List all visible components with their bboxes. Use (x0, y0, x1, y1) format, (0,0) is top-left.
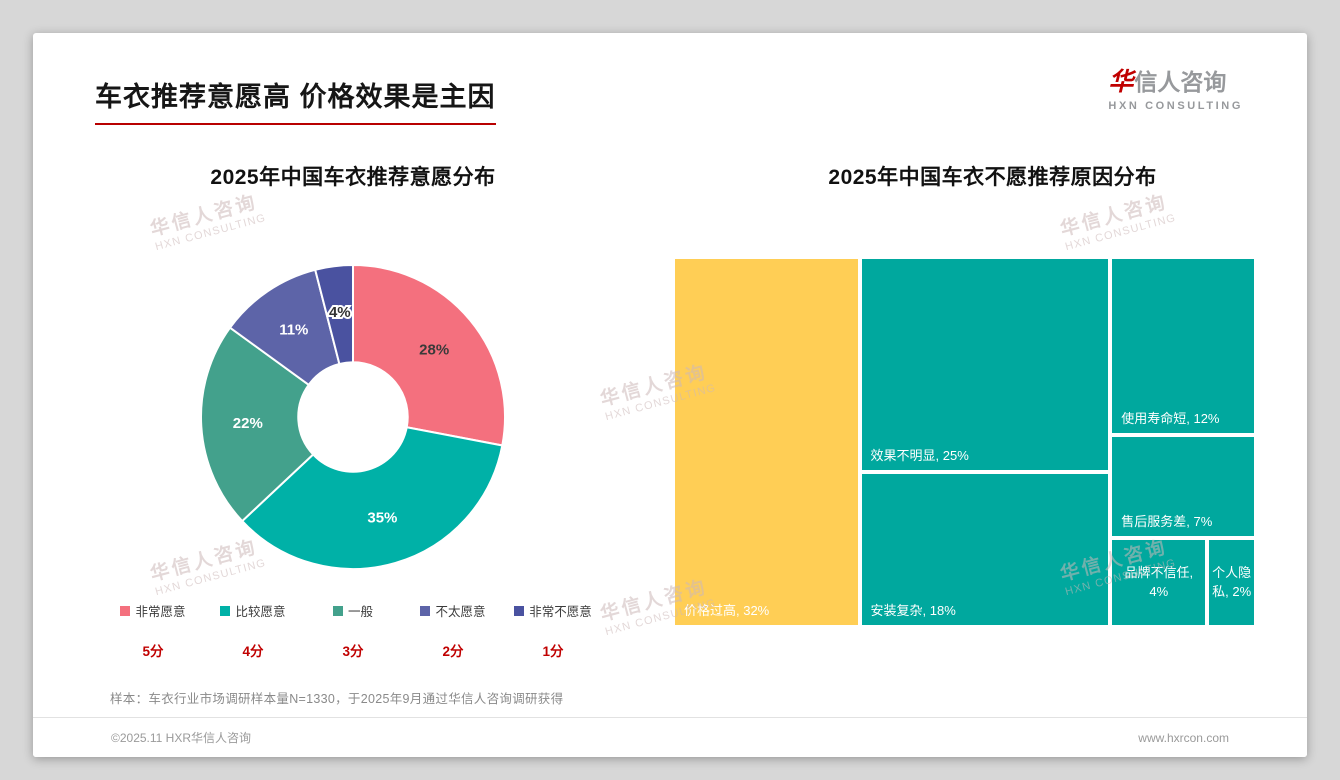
treemap-cell-label: 品牌不信任, 4% (1124, 565, 1194, 599)
donut-segment (313, 263, 354, 366)
brand-logo: 华信人咨询 HXN CONSULTING (1108, 68, 1243, 112)
legend-label: 不太愿意 (435, 605, 486, 619)
donut-segment (200, 326, 315, 523)
treemap-cell-label: 安装复杂, 18% (870, 602, 956, 618)
treemap-section: 2025年中国车衣不愿推荐原因分布 价格过高, 32% 效果不明显, 25% 安装复… (673, 163, 1256, 627)
treemap-cell: 品牌不信任, 4% (1110, 538, 1208, 627)
treemap-cell-label: 售后服务差, 7% (1121, 514, 1213, 530)
legend-column: 比较愿意 4分 (203, 601, 303, 660)
logo-cn-rest: 信人咨询 (1134, 69, 1227, 95)
legend-item: 非常不愿意 (514, 601, 592, 620)
legend-swatch (332, 605, 343, 616)
legend-label: 非常不愿意 (529, 605, 592, 619)
legend-label: 一般 (347, 605, 373, 619)
legend-item: 一般 (332, 601, 373, 620)
donut-segment-label: 35% (367, 510, 397, 527)
legend-item: 不太愿意 (420, 601, 486, 620)
donut-segment-label: 22% (233, 415, 263, 432)
logo-cn: 华信人咨询 (1108, 68, 1243, 97)
report-card: 华信人咨询 HXN CONSULTING 华信人咨询 HXN CONSULTING 华信… (33, 33, 1307, 757)
treemap-cell: 效果不明显, 25% (859, 257, 1111, 473)
donut-segment (240, 426, 504, 570)
legend-score: 2分 (442, 644, 464, 659)
treemap-cell: 价格过高, 32% (673, 257, 860, 627)
donut-chart-title: 2025年中国车衣推荐意愿分布 (210, 166, 496, 189)
legend-label: 非常愿意 (135, 605, 186, 619)
logo-accent-glyph: 华 (1108, 68, 1134, 96)
donut-segment (352, 263, 506, 447)
legend-score: 5分 (142, 644, 164, 659)
legend-column: 一般 3分 (303, 601, 403, 660)
website-text: www.hxrcon.com (1138, 730, 1229, 745)
legend-score: 4分 (242, 644, 264, 659)
legend-column: 非常不愿意 1分 (503, 601, 603, 660)
treemap-cell: 个人隐私, 2% (1207, 538, 1256, 627)
footer-bar: ©2025.11 HXR华信人咨询 www.hxrcon.com (33, 717, 1307, 757)
copyright-text: ©2025.11 HXR华信人咨询 (111, 731, 251, 745)
donut-legend: 非常愿意 5分 比较愿意 4分 一般 3分 不太愿意 2分 非常不愿意 1分 (103, 601, 603, 660)
legend-item: 比较愿意 (220, 601, 286, 620)
logo-en: HXN CONSULTING (1108, 99, 1243, 112)
donut-wrap: 28% 35% 22% 11% 4% (193, 257, 513, 577)
legend-column: 不太愿意 2分 (403, 601, 503, 660)
treemap-cell-label: 个人隐私, 2% (1212, 565, 1252, 599)
legend-swatch (220, 605, 231, 616)
legend-swatch (120, 605, 131, 616)
treemap-cell: 使用寿命短, 12% (1110, 257, 1256, 435)
legend-label: 比较愿意 (235, 605, 286, 619)
treemap-cell: 安装复杂, 18% (859, 472, 1111, 627)
treemap-column: 价格过高, 32% (673, 257, 860, 627)
legend-swatch (420, 605, 431, 616)
treemap-column: 使用寿命短, 12% 售后服务差, 7% 品牌不信任, 4% 个人隐私, 2% (1110, 257, 1256, 627)
legend-swatch (514, 605, 525, 616)
treemap-column: 效果不明显, 25% 安装复杂, 18% (859, 257, 1111, 627)
treemap-cell-label: 使用寿命短, 12% (1121, 410, 1220, 426)
donut-chart: 28% 35% 22% 11% 4% (200, 263, 506, 570)
treemap-cell: 售后服务差, 7% (1110, 434, 1256, 539)
donut-section: 2025年中国车衣推荐意愿分布 28% 35% 22% 11% 4% 非常愿意 5分 比较愿… (63, 163, 643, 660)
donut-segment-label: 28% (419, 341, 449, 358)
treemap-chart-title: 2025年中国车衣不愿推荐原因分布 (828, 166, 1157, 189)
legend-score: 3分 (342, 644, 364, 659)
donut-segment-label: 11% (279, 321, 308, 338)
page-title: 车衣推荐意愿高 价格效果是主因 (95, 75, 496, 125)
treemap-cell-label: 效果不明显, 25% (870, 448, 969, 464)
donut-segment-label: 4% (329, 304, 351, 321)
legend-item: 非常愿意 (120, 601, 186, 620)
legend-column: 非常愿意 5分 (103, 601, 203, 660)
treemap-cell-label: 价格过高, 32% (684, 603, 770, 618)
treemap: 价格过高, 32% 效果不明显, 25% 安装复杂, 18% 使用寿命短, 12% 售后… (673, 257, 1256, 627)
sample-note: 样本：车衣行业市场调研样本量N=1330，于2025年9月通过华信人咨询调研获得 (110, 692, 564, 706)
legend-score: 1分 (542, 644, 564, 659)
treemap-row: 品牌不信任, 4% 个人隐私, 2% (1110, 538, 1256, 627)
